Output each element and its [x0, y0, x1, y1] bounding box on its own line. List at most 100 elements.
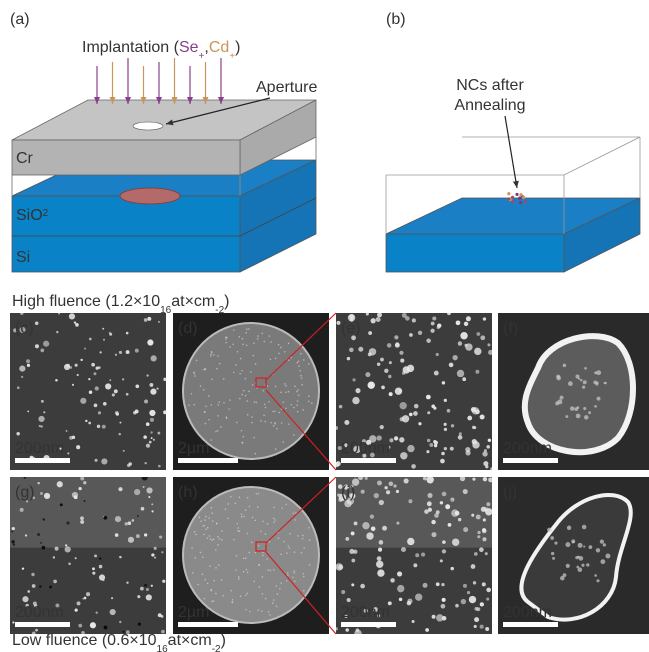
particle	[27, 410, 29, 412]
particle	[142, 474, 148, 480]
particle	[205, 423, 207, 425]
particle	[293, 570, 295, 572]
particle	[431, 520, 435, 524]
particle	[75, 557, 77, 559]
particle	[43, 411, 45, 413]
particle	[482, 451, 487, 456]
particle	[378, 548, 382, 552]
particle	[481, 507, 486, 512]
particle	[289, 547, 291, 549]
particle	[13, 544, 15, 546]
particle	[95, 386, 99, 390]
particle	[371, 526, 376, 531]
particle	[437, 326, 440, 329]
particle	[241, 442, 243, 444]
particle	[248, 552, 250, 554]
particle	[254, 401, 256, 403]
particle	[284, 351, 286, 353]
particle	[262, 554, 264, 556]
particle	[483, 477, 487, 481]
particle	[430, 329, 434, 333]
panel-label: (d)	[178, 320, 198, 337]
particle	[452, 539, 459, 546]
particle	[78, 624, 82, 628]
particle	[217, 430, 219, 432]
particle	[158, 465, 161, 468]
particle	[191, 547, 193, 549]
particle	[203, 389, 205, 391]
particle	[57, 481, 63, 487]
particle	[409, 413, 413, 417]
pointer-arrow	[505, 116, 517, 188]
particle	[355, 388, 360, 393]
particle	[140, 587, 144, 591]
particle	[393, 484, 396, 487]
particle	[161, 551, 163, 553]
particle	[42, 546, 46, 550]
particle	[237, 523, 239, 525]
particle	[351, 559, 355, 563]
particle	[280, 347, 282, 349]
particle	[132, 519, 135, 522]
particle	[262, 552, 264, 554]
particle	[300, 375, 302, 377]
particle	[442, 492, 447, 497]
particle	[144, 533, 147, 536]
particle	[20, 312, 23, 315]
particle	[69, 313, 75, 319]
particle	[283, 541, 285, 543]
micrograph: (g)200nm	[10, 474, 166, 635]
particle	[301, 384, 303, 386]
particle	[407, 365, 414, 372]
particle	[135, 349, 139, 353]
particle	[246, 569, 248, 571]
particle	[368, 331, 372, 335]
particle	[89, 338, 92, 341]
particle	[377, 312, 382, 317]
particle	[311, 402, 313, 404]
particle	[449, 363, 454, 368]
particle	[88, 422, 91, 425]
particle	[153, 439, 155, 441]
particle	[380, 358, 384, 362]
particle	[440, 459, 445, 464]
particle	[202, 574, 204, 576]
particle	[243, 571, 245, 573]
particle	[221, 579, 223, 581]
particle	[143, 435, 147, 439]
particle	[144, 462, 146, 464]
particle	[370, 515, 374, 519]
particle	[275, 448, 277, 450]
particle	[127, 464, 130, 467]
particle	[227, 518, 229, 520]
particle	[456, 320, 461, 325]
particle	[423, 583, 428, 588]
particle	[55, 379, 58, 382]
particle	[296, 391, 298, 393]
particle	[414, 404, 419, 409]
text-part: Cd	[209, 39, 229, 56]
particle	[432, 316, 436, 320]
particle	[55, 547, 59, 551]
particle	[241, 514, 243, 516]
nanocrystal	[519, 193, 522, 196]
particle	[364, 477, 367, 480]
particle	[238, 527, 240, 529]
particle	[242, 344, 244, 346]
particle	[434, 371, 439, 376]
particle	[74, 321, 76, 323]
micrographs: (c)200nm(d)2µm(e)200nm(f)200nm(g)200nm(h…	[10, 311, 649, 637]
scale-label: 200nm	[341, 440, 390, 457]
particle	[40, 492, 43, 495]
particle	[85, 420, 87, 422]
particle	[303, 359, 305, 361]
particle	[297, 362, 299, 364]
panel-label: (e)	[341, 320, 361, 337]
particle	[486, 445, 489, 448]
particle	[258, 564, 260, 566]
particle	[389, 482, 393, 486]
implanted-disc	[183, 487, 319, 623]
particle	[263, 341, 265, 343]
particle	[67, 452, 69, 454]
particle	[339, 405, 343, 409]
